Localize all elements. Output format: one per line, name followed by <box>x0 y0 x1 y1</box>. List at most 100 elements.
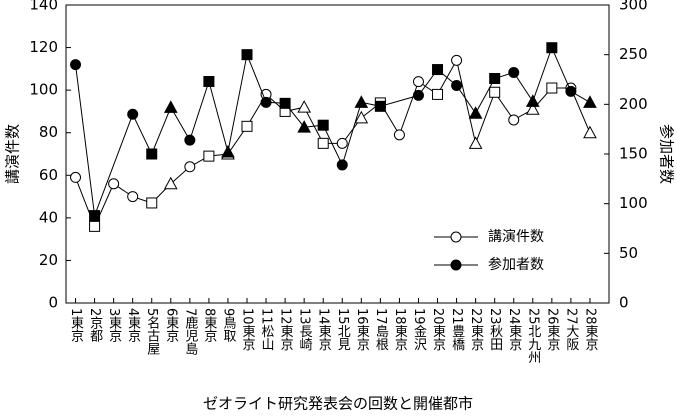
data-point-lectures <box>489 86 501 98</box>
y-tick-label: 140 <box>29 0 58 14</box>
data-point-participants <box>489 73 501 85</box>
x-tick-label: 8東京 <box>201 308 217 343</box>
data-point-participants <box>127 108 139 120</box>
x-tick-label: 2京都 <box>87 308 103 343</box>
y-tick-label: 100 <box>29 81 58 99</box>
x-tick-label: 1東京 <box>68 308 84 343</box>
data-point-participants <box>70 59 82 71</box>
data-point-lectures <box>163 176 178 190</box>
x-tick-label: 11松山 <box>259 308 275 351</box>
data-point-participants <box>412 89 424 101</box>
y-tick-label: 20 <box>39 251 58 269</box>
data-point-lectures <box>89 220 101 232</box>
x-tick-label: 26東京 <box>544 308 560 351</box>
data-point-lectures <box>432 88 444 100</box>
data-point-lectures <box>546 82 558 94</box>
data-point-participants <box>565 85 577 97</box>
data-point-lectures <box>146 197 158 209</box>
legend-label-participants: 参加者数 <box>488 256 544 273</box>
y2-tick-label: 200 <box>619 95 648 113</box>
data-point-participants <box>468 106 483 119</box>
data-point-lectures <box>468 136 483 149</box>
x-tick-label: 13長崎 <box>297 308 313 351</box>
data-point-lectures <box>451 54 463 66</box>
y2-tick-label: 0 <box>619 294 629 312</box>
y-tick-label: 0 <box>48 294 58 312</box>
data-point-lectures <box>354 110 369 124</box>
x-tick-label: 5名古屋 <box>144 308 160 357</box>
x-tick-label: 20東京 <box>430 308 446 351</box>
x-tick-label: 15北見 <box>335 308 351 352</box>
data-point-participants <box>432 64 444 76</box>
data-point-lectures <box>317 137 329 149</box>
y2-tick-label: 100 <box>619 194 648 212</box>
data-point-participants <box>146 148 158 160</box>
x-tick-label: 18東京 <box>392 308 408 351</box>
y2-axis-title: 参加者数 <box>658 124 676 184</box>
data-point-lectures <box>508 114 520 126</box>
y-tick-label: 80 <box>39 123 58 141</box>
data-point-lectures <box>127 191 139 203</box>
data-point-lectures <box>241 120 253 132</box>
x-tick-label: 14東京 <box>316 308 332 351</box>
data-point-participants <box>297 120 312 133</box>
data-point-participants <box>508 67 520 79</box>
x-tick-label: 4東京 <box>125 308 141 343</box>
series-line-lectures <box>75 58 591 228</box>
x-tick-label: 17島根 <box>373 308 389 351</box>
data-point-participants <box>279 97 291 109</box>
y-tick-label: 60 <box>39 166 58 184</box>
data-point-lectures <box>583 125 597 139</box>
x-tick-label: 7鹿児島 <box>182 308 198 356</box>
data-point-participants <box>184 134 196 146</box>
data-point-participants <box>583 95 597 108</box>
data-point-participants <box>374 100 386 112</box>
data-point-lectures <box>203 150 215 162</box>
data-point-participants <box>203 75 215 87</box>
x-tick-label: 12東京 <box>278 308 294 351</box>
y-axis-title: 講演件数 <box>4 124 22 184</box>
y2-tick-label: 150 <box>619 145 648 163</box>
data-point-participants <box>89 210 101 222</box>
x-tick-label: 6東京 <box>163 308 179 343</box>
data-point-lectures <box>70 171 82 183</box>
data-point-participants <box>260 96 272 108</box>
data-point-participants <box>221 144 235 158</box>
data-point-lectures <box>393 129 405 141</box>
x-tick-label: 10東京 <box>240 308 256 351</box>
right-axis-ticks: 0 50 100 150 200 250 300 <box>604 0 648 312</box>
legend-marker-participants <box>450 259 462 271</box>
data-point-lectures <box>412 76 424 88</box>
left-axis-ticks: 0 20 40 60 80 100 120 140 <box>29 0 71 312</box>
legend-label-lectures: 講演件数 <box>488 229 544 245</box>
y2-tick-label: 50 <box>619 244 638 262</box>
data-point-lectures <box>184 161 196 173</box>
y2-tick-label: 300 <box>619 0 648 14</box>
legend-marker-lectures <box>450 231 462 243</box>
data-point-participants <box>451 79 463 91</box>
x-tick-label: 22東京 <box>468 308 484 351</box>
x-tick-label: 25北九州 <box>525 308 541 364</box>
x-tick-label: 28東京 <box>582 308 598 351</box>
data-point-lectures <box>525 102 540 115</box>
data-point-participants <box>336 159 348 171</box>
x-tick-label: 24東京 <box>506 308 522 351</box>
y-tick-label: 40 <box>39 208 58 226</box>
x-tick-label: 19金沢 <box>411 308 427 351</box>
x-tick-label: 16東京 <box>354 308 370 351</box>
y-tick-label: 120 <box>29 38 58 56</box>
data-point-participants <box>163 100 178 113</box>
data-point-participants <box>354 95 369 108</box>
data-point-participants <box>241 49 253 61</box>
data-point-participants <box>317 119 329 131</box>
x-tick-label: 23秋田 <box>487 308 503 351</box>
x-tick-label: 3東京 <box>106 308 122 343</box>
series-layer <box>70 42 597 232</box>
x-tick-label: 21豊橋 <box>449 308 465 352</box>
data-point-participants <box>525 94 540 107</box>
x-axis-ticks: 1東京 2京都 3東京 4東京 5名古屋 6東京 7鹿児島 8東京 9鳥取 10東京 11松山 12東… <box>68 298 598 364</box>
data-point-participants <box>546 42 558 54</box>
data-point-lectures <box>297 100 312 113</box>
